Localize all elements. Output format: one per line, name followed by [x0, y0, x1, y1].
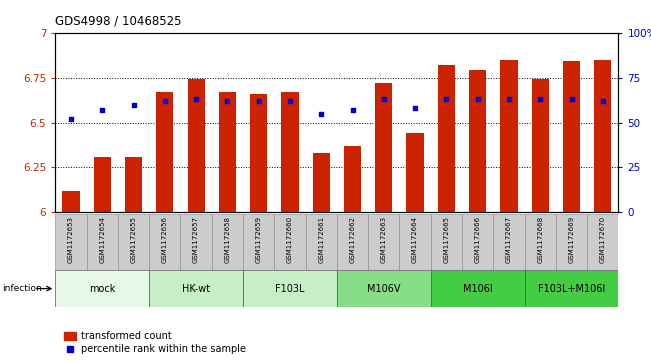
- Point: [159, 98, 170, 104]
- Bar: [469, 70, 486, 212]
- Text: GSM1172661: GSM1172661: [318, 216, 324, 263]
- Bar: [431, 270, 525, 307]
- Point: [191, 96, 201, 102]
- Text: GSM1172658: GSM1172658: [225, 216, 230, 263]
- Bar: [62, 191, 79, 212]
- Bar: [337, 214, 368, 270]
- Bar: [87, 214, 118, 270]
- Bar: [243, 214, 274, 270]
- Bar: [525, 270, 618, 307]
- Text: GSM1172664: GSM1172664: [412, 216, 418, 263]
- Point: [441, 96, 452, 102]
- Text: GSM1172662: GSM1172662: [350, 216, 355, 263]
- Bar: [274, 214, 305, 270]
- Bar: [180, 214, 212, 270]
- Bar: [281, 92, 299, 212]
- Bar: [431, 214, 462, 270]
- Point: [410, 105, 421, 111]
- Bar: [368, 214, 400, 270]
- Bar: [125, 157, 142, 212]
- Bar: [462, 214, 493, 270]
- Bar: [493, 214, 525, 270]
- Bar: [556, 214, 587, 270]
- Text: mock: mock: [89, 284, 115, 294]
- Bar: [219, 92, 236, 212]
- Bar: [375, 83, 393, 212]
- Point: [66, 116, 76, 122]
- Text: M106V: M106V: [367, 284, 400, 294]
- Text: GSM1172653: GSM1172653: [68, 216, 74, 263]
- Point: [473, 96, 483, 102]
- Point: [348, 107, 358, 113]
- Point: [97, 107, 107, 113]
- Text: M106I: M106I: [463, 284, 493, 294]
- Text: GSM1172666: GSM1172666: [475, 216, 480, 263]
- Bar: [305, 214, 337, 270]
- Bar: [437, 65, 455, 212]
- Point: [222, 98, 232, 104]
- Point: [253, 98, 264, 104]
- Bar: [250, 94, 268, 212]
- Bar: [594, 60, 611, 212]
- Bar: [55, 270, 149, 307]
- Text: GSM1172670: GSM1172670: [600, 216, 606, 263]
- Bar: [149, 270, 243, 307]
- Bar: [587, 214, 618, 270]
- Text: GSM1172656: GSM1172656: [162, 216, 168, 263]
- Bar: [501, 60, 518, 212]
- Text: GSM1172657: GSM1172657: [193, 216, 199, 263]
- Text: GSM1172665: GSM1172665: [443, 216, 449, 263]
- Point: [379, 96, 389, 102]
- Text: GSM1172669: GSM1172669: [568, 216, 575, 263]
- Point: [598, 98, 608, 104]
- Point: [284, 98, 295, 104]
- Bar: [187, 79, 204, 212]
- Bar: [243, 270, 337, 307]
- Point: [128, 102, 139, 107]
- Text: F103L+M106I: F103L+M106I: [538, 284, 605, 294]
- Bar: [344, 146, 361, 212]
- Bar: [563, 61, 580, 212]
- Bar: [532, 79, 549, 212]
- Bar: [156, 92, 173, 212]
- Bar: [525, 214, 556, 270]
- Legend: transformed count, percentile rank within the sample: transformed count, percentile rank withi…: [60, 327, 249, 358]
- Text: GSM1172663: GSM1172663: [381, 216, 387, 263]
- Bar: [400, 214, 431, 270]
- Bar: [94, 157, 111, 212]
- Point: [316, 111, 326, 117]
- Bar: [406, 133, 424, 212]
- Point: [535, 96, 546, 102]
- Text: GDS4998 / 10468525: GDS4998 / 10468525: [55, 14, 182, 27]
- Bar: [337, 270, 431, 307]
- Text: GSM1172668: GSM1172668: [537, 216, 543, 263]
- Text: infection: infection: [2, 284, 42, 293]
- Bar: [118, 214, 149, 270]
- Text: GSM1172654: GSM1172654: [99, 216, 105, 263]
- Bar: [312, 153, 330, 212]
- Bar: [55, 214, 87, 270]
- Bar: [149, 214, 180, 270]
- Text: HK-wt: HK-wt: [182, 284, 210, 294]
- Text: GSM1172659: GSM1172659: [256, 216, 262, 263]
- Text: GSM1172667: GSM1172667: [506, 216, 512, 263]
- Text: GSM1172660: GSM1172660: [287, 216, 293, 263]
- Point: [504, 96, 514, 102]
- Text: F103L: F103L: [275, 284, 305, 294]
- Point: [566, 96, 577, 102]
- Text: GSM1172655: GSM1172655: [131, 216, 137, 263]
- Bar: [212, 214, 243, 270]
